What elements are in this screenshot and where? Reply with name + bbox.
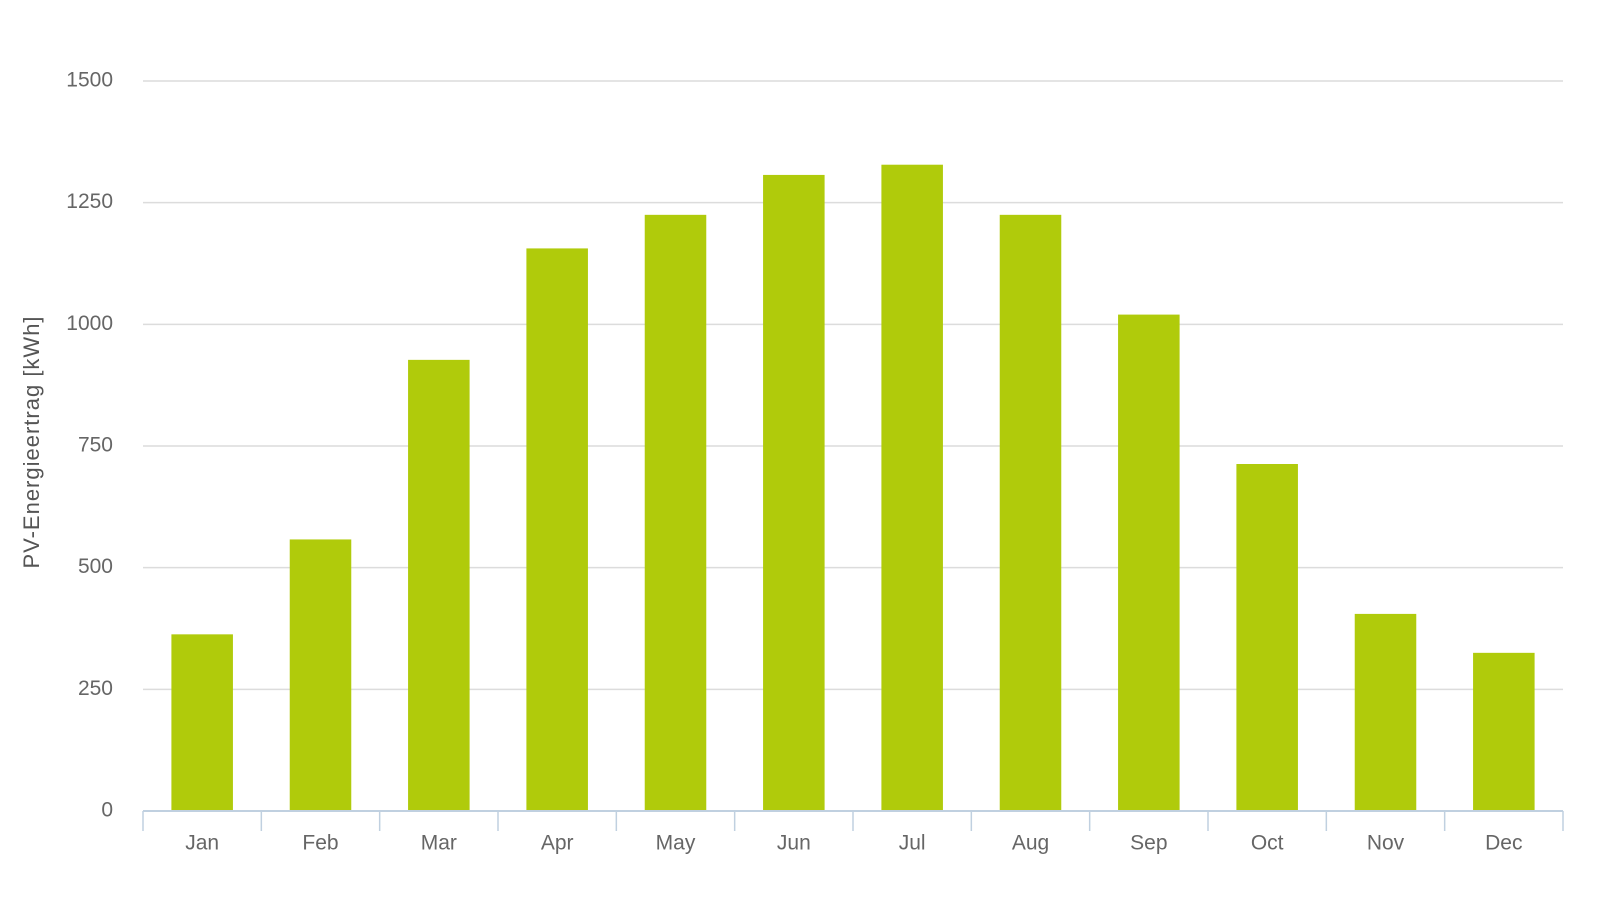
y-tick-label: 250 — [78, 677, 113, 700]
x-tick-label: Nov — [1367, 832, 1405, 855]
y-tick-label: 1500 — [66, 69, 113, 92]
y-tick-label: 1000 — [66, 312, 113, 335]
bar — [408, 359, 470, 811]
y-tick-label: 750 — [78, 434, 113, 457]
x-tick-label: Oct — [1251, 832, 1284, 855]
x-tick-label: Aug — [1012, 832, 1049, 855]
y-axis-label: PV-Energieertrag [kWh] — [19, 315, 44, 568]
x-tick-label: Jun — [777, 832, 811, 855]
bar — [1236, 464, 1298, 811]
bar — [999, 214, 1062, 812]
x-tick-label: Apr — [541, 832, 574, 855]
bar — [289, 539, 352, 811]
bar — [1118, 314, 1180, 811]
bar — [1354, 613, 1417, 811]
x-tick-label: Jan — [185, 832, 219, 855]
x-tick-label: May — [656, 832, 696, 855]
bar — [526, 248, 588, 811]
bar — [763, 174, 825, 812]
x-tick-label: Feb — [302, 832, 338, 855]
x-tick-label: Jul — [899, 832, 926, 855]
bar — [644, 214, 707, 812]
x-tick-label: Sep — [1130, 832, 1167, 855]
y-tick-label: 500 — [78, 555, 113, 578]
y-tick-label: 0 — [101, 799, 113, 822]
y-tick-label: 1250 — [66, 190, 113, 213]
x-tick-label: Dec — [1485, 832, 1522, 855]
x-tick-label: Mar — [421, 832, 457, 855]
bar — [881, 164, 943, 811]
bar — [1473, 652, 1535, 811]
bar — [171, 634, 233, 811]
